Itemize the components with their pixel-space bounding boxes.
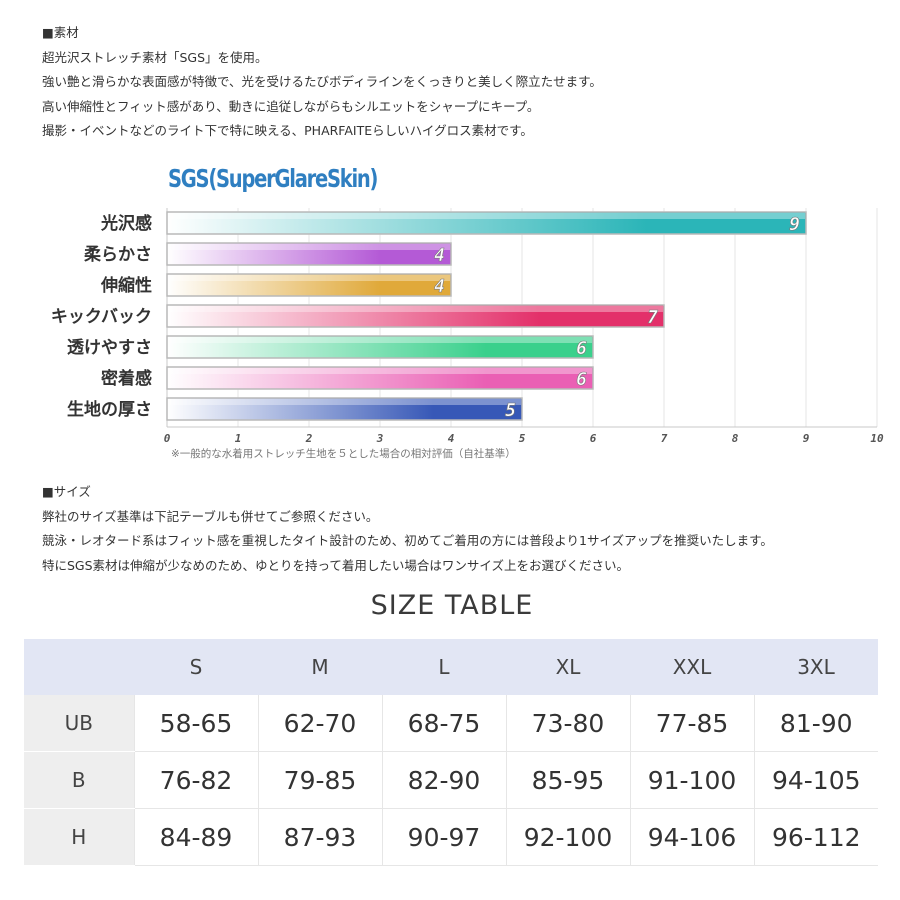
material-line: 超光沢ストレッチ素材「SGS」を使用。 xyxy=(42,49,268,65)
size-heading: ■サイズ xyxy=(42,484,91,499)
table-cell: 91-100 xyxy=(629,751,754,809)
chart-bar-shine xyxy=(168,275,450,281)
bar-value-label: 4 xyxy=(434,245,445,266)
size-section: ■サイズ 弊社のサイズ基準は下記テーブルも併せてご参照ください。 競泳・レオター… xyxy=(42,480,773,578)
size-column-header: S xyxy=(134,639,258,695)
table-cell: 96-112 xyxy=(753,808,878,866)
size-line: 特にSGS素材は伸縮が少なめのため、ゆとりを持って着用したい場合はワンサイズ上を… xyxy=(42,557,630,573)
chart-bar xyxy=(166,397,523,421)
x-tick-label: 9 xyxy=(803,432,810,445)
chart-bar xyxy=(166,304,665,328)
table-cell: 90-97 xyxy=(381,808,506,866)
fabric-rating-chart: 0 1 2 3 4 5 6 7 8 9 10 光沢感 9 柔らかさ 4 伸縮性 4 キックバック 7 透けやすさ 6 密着… xyxy=(51,208,884,445)
size-column-header: XL xyxy=(506,639,630,695)
chart-note: ※一般的な水着用ストレッチ生地を５とした場合の相対評価（自社基準） xyxy=(171,448,516,460)
chart-bar-shine xyxy=(168,368,592,374)
bar-value-label: 9 xyxy=(789,214,800,235)
size-table-title: SIZE TABLE xyxy=(370,590,534,621)
bar-category-label: 透けやすさ xyxy=(67,337,152,358)
x-tick-label: 1 xyxy=(235,432,242,445)
x-tick-label: 3 xyxy=(376,432,384,445)
table-cell: 79-85 xyxy=(257,751,382,809)
chart-bar-shine xyxy=(168,306,663,312)
bar-category-label: 生地の厚さ xyxy=(67,399,152,420)
chart-bar xyxy=(166,366,594,390)
material-line: 強い艶と滑らかな表面感が特徴で、光を受けるたびボディラインをくっきりと美しく際立… xyxy=(42,74,602,89)
bar-value-label: 4 xyxy=(434,276,445,297)
x-tick-label: 0 xyxy=(164,432,171,445)
bar-value-label: 6 xyxy=(576,369,587,390)
chart-bar xyxy=(166,335,594,359)
table-cell: 94-106 xyxy=(629,808,754,866)
chart-bar xyxy=(166,273,452,297)
size-header-row: S M L XL XXL 3XL xyxy=(24,639,878,695)
bar-value-label: 6 xyxy=(576,338,587,359)
x-tick-label: 8 xyxy=(732,432,739,445)
size-column-header: XXL xyxy=(630,639,754,695)
x-tick-label: 2 xyxy=(305,432,313,445)
bar-value-label: 5 xyxy=(505,400,516,421)
bar-category-label: 密着感 xyxy=(101,368,152,389)
bar-value-label: 7 xyxy=(647,307,658,328)
material-heading: ■素材 xyxy=(42,25,79,40)
size-column-header: M xyxy=(258,639,382,695)
x-tick-label: 7 xyxy=(661,432,668,445)
table-cell: 85-95 xyxy=(505,751,630,809)
size-line: 弊社のサイズ基準は下記テーブルも併せてご参照ください。 xyxy=(42,508,379,524)
chart-bar-shine xyxy=(168,399,521,405)
table-cell: 62-70 xyxy=(257,695,382,752)
chart-bar-shine xyxy=(168,244,450,250)
size-table: S M L XL XXL 3XL UB 58-65 62-70 68-75 73… xyxy=(24,639,878,866)
row-label: H xyxy=(24,808,134,866)
table-cell: 94-105 xyxy=(753,751,878,809)
x-tick-label: 4 xyxy=(448,432,455,445)
x-tick-label: 10 xyxy=(870,432,884,445)
table-cell: 87-93 xyxy=(257,808,382,866)
table-row: B 76-82 79-85 82-90 85-95 91-100 94-105 xyxy=(24,751,878,809)
table-cell: 77-85 xyxy=(629,695,754,752)
x-tick-label: 5 xyxy=(519,432,526,445)
table-cell: 73-80 xyxy=(505,695,630,752)
chart-title: SGS(SuperGlareSkin) xyxy=(168,164,378,193)
table-cell: 68-75 xyxy=(381,695,506,752)
table-row: H 84-89 87-93 90-97 92-100 94-106 96-112 xyxy=(24,808,878,866)
chart-bar xyxy=(166,211,807,235)
row-label: B xyxy=(24,751,134,809)
material-line: 撮影・イベントなどのライト下で特に映える、PHARFAITEらしいハイグロス素材… xyxy=(42,123,533,138)
size-column-header: L xyxy=(382,639,506,695)
chart-bar xyxy=(166,242,452,266)
size-column-header: 3XL xyxy=(754,639,878,695)
table-cell: 82-90 xyxy=(381,751,506,809)
row-label: UB xyxy=(24,695,134,752)
table-cell: 76-82 xyxy=(133,751,258,809)
x-tick-label: 6 xyxy=(590,432,597,445)
chart-bar-shine xyxy=(168,337,592,343)
corner-cell xyxy=(24,639,134,695)
table-cell: 92-100 xyxy=(505,808,630,866)
bar-category-label: 柔らかさ xyxy=(84,245,152,265)
bar-category-label: 伸縮性 xyxy=(100,275,152,296)
size-line: 競泳・レオタード系はフィット感を重視したタイト設計のため、初めてご着用の方には普… xyxy=(42,533,773,548)
table-cell: 58-65 xyxy=(133,695,258,752)
table-cell: 81-90 xyxy=(753,695,878,752)
table-row: UB 58-65 62-70 68-75 73-80 77-85 81-90 xyxy=(24,695,878,752)
bar-category-label: 光沢感 xyxy=(100,213,152,234)
material-line: 高い伸縮性とフィット感があり、動きに追従しながらもシルエットをシャープにキープ。 xyxy=(42,98,540,114)
table-cell: 84-89 xyxy=(133,808,258,866)
material-section: ■素材 超光沢ストレッチ素材「SGS」を使用。 強い艶と滑らかな表面感が特徴で、… xyxy=(42,21,602,144)
chart-bar-shine xyxy=(168,213,805,219)
bar-category-label: キックバック xyxy=(51,307,152,327)
